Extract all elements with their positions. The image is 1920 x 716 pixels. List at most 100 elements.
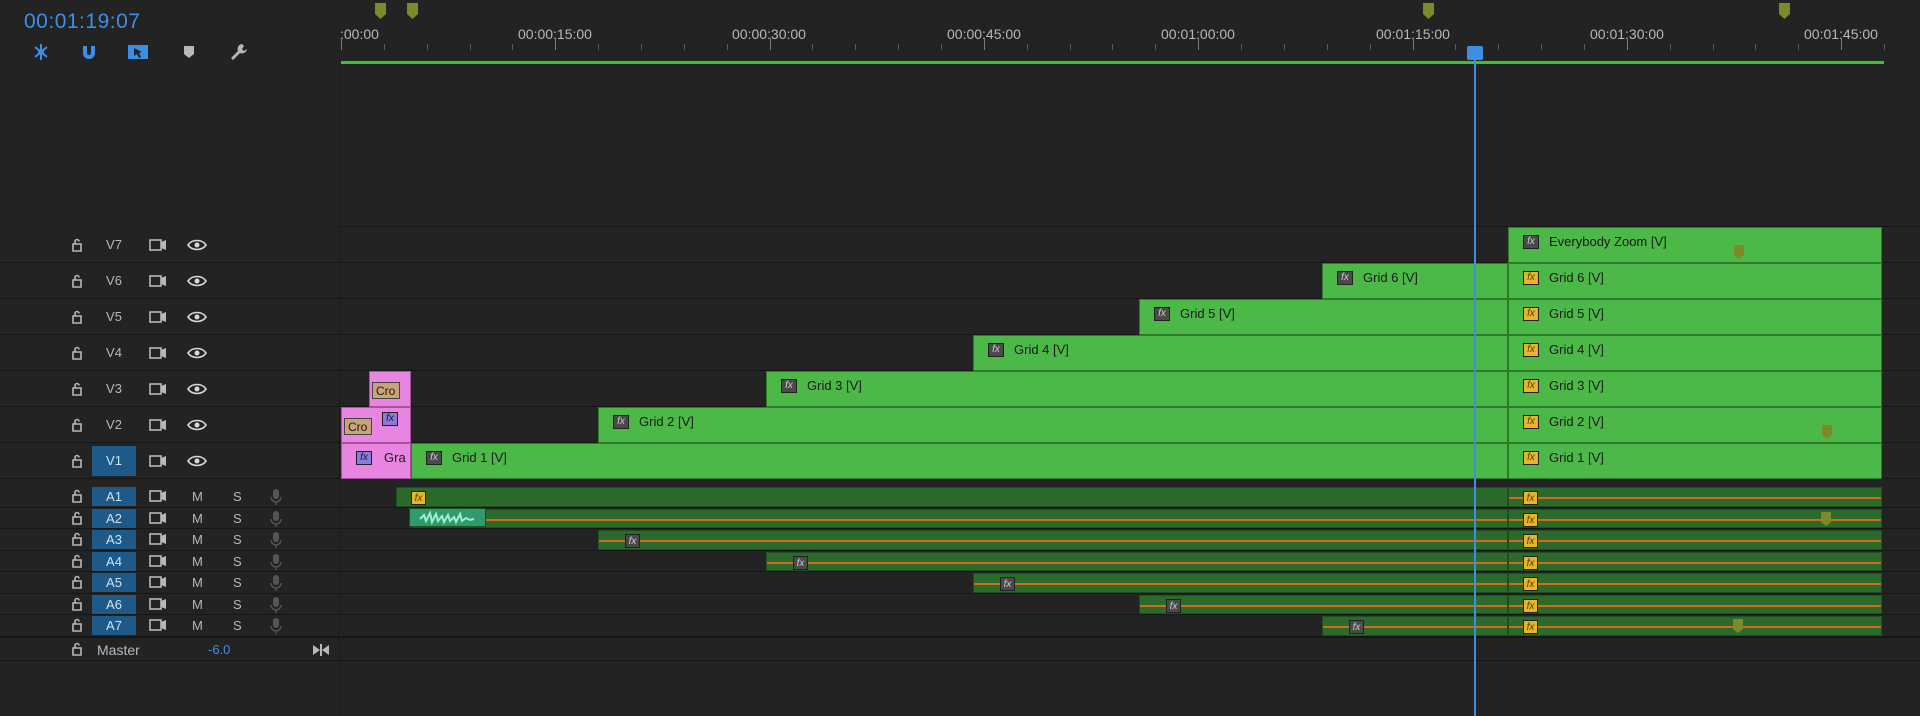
sync-lock-icon[interactable] bbox=[148, 511, 168, 525]
track-header-v5[interactable]: V5 bbox=[0, 299, 340, 335]
mute-button[interactable]: M bbox=[192, 575, 203, 590]
lock-icon[interactable] bbox=[70, 310, 84, 324]
audio-clip[interactable]: fx bbox=[598, 530, 1508, 550]
volume-line[interactable] bbox=[1509, 604, 1881, 607]
fx-badge[interactable]: fx bbox=[1523, 512, 1538, 527]
microphone-icon[interactable] bbox=[270, 510, 282, 528]
fx-badge[interactable]: fx bbox=[1523, 620, 1538, 634]
track-lane-master[interactable] bbox=[341, 637, 1920, 661]
fx-badge[interactable]: fx bbox=[1523, 577, 1538, 591]
playhead-timecode[interactable]: 00:01:19:07 bbox=[24, 10, 141, 33]
sync-lock-icon[interactable] bbox=[148, 618, 168, 632]
audio-clip[interactable]: fx bbox=[973, 573, 1508, 593]
track-name[interactable]: A2 bbox=[92, 508, 136, 528]
video-clip[interactable]: fx Grid 2 [V] bbox=[598, 407, 1508, 443]
eye-icon[interactable] bbox=[187, 382, 207, 396]
video-clip[interactable]: fx Grid 3 [V] bbox=[766, 371, 1508, 407]
track-lane-v5[interactable] bbox=[341, 299, 1920, 335]
audio-clip[interactable]: fx bbox=[1508, 573, 1882, 593]
lock-icon[interactable] bbox=[70, 346, 84, 360]
volume-line[interactable] bbox=[1140, 604, 1507, 607]
microphone-icon[interactable] bbox=[270, 488, 282, 506]
volume-line[interactable] bbox=[1323, 626, 1507, 628]
magnet-icon[interactable] bbox=[76, 40, 102, 64]
volume-line[interactable] bbox=[974, 583, 1507, 585]
fx-badge[interactable]: fx bbox=[1523, 534, 1538, 548]
sync-lock-icon[interactable] bbox=[148, 274, 168, 288]
wrench-icon[interactable] bbox=[226, 40, 252, 64]
track-lane-a1[interactable] bbox=[341, 486, 1920, 508]
video-clip[interactable]: fx Grid 6 [V] bbox=[1508, 263, 1882, 299]
timeline-tracks[interactable]: fx Everybody Zoom [V] fx Grid 6 [V] fx G… bbox=[341, 68, 1920, 716]
track-lane-a4[interactable] bbox=[341, 551, 1920, 572]
eye-icon[interactable] bbox=[187, 238, 207, 252]
lock-icon[interactable] bbox=[70, 418, 84, 432]
audio-clip[interactable]: fx bbox=[396, 487, 1508, 507]
solo-button[interactable]: S bbox=[233, 489, 242, 504]
track-lane-v7[interactable] bbox=[341, 227, 1920, 263]
mute-button[interactable]: M bbox=[192, 596, 203, 612]
sync-lock-icon[interactable] bbox=[148, 554, 168, 568]
fx-badge[interactable]: fx bbox=[1523, 491, 1538, 505]
sync-lock-icon[interactable] bbox=[148, 454, 168, 468]
fx-badge[interactable]: fx bbox=[1523, 271, 1539, 285]
mute-button[interactable]: M bbox=[192, 489, 203, 504]
volume-line[interactable] bbox=[767, 561, 1507, 564]
volume-line[interactable] bbox=[599, 540, 1507, 542]
track-name-active[interactable]: V1 bbox=[92, 446, 136, 476]
track-lane-a7[interactable] bbox=[341, 615, 1920, 637]
go-to-end-icon[interactable] bbox=[312, 644, 330, 656]
audio-clip[interactable]: fx bbox=[1139, 594, 1508, 614]
audio-clip[interactable]: fx bbox=[1508, 487, 1882, 507]
volume-line[interactable] bbox=[1509, 497, 1881, 499]
sync-lock-icon[interactable] bbox=[148, 575, 168, 589]
ruler-marker[interactable] bbox=[375, 3, 386, 19]
microphone-icon[interactable] bbox=[270, 531, 282, 549]
track-header-a2[interactable]: A2 M S bbox=[0, 508, 340, 529]
video-clip[interactable]: fx Grid 1 [V] bbox=[411, 443, 1508, 479]
fx-badge[interactable]: fx bbox=[988, 343, 1004, 357]
track-header-v3[interactable]: V3 bbox=[0, 371, 340, 407]
track-header-a4[interactable]: A4 M S bbox=[0, 551, 340, 572]
linked-selection-icon[interactable] bbox=[125, 40, 151, 64]
ripple-snap-icon[interactable] bbox=[28, 40, 54, 64]
lock-icon[interactable] bbox=[70, 489, 84, 503]
video-clip[interactable]: fx Grid 4 [V] bbox=[973, 335, 1508, 371]
track-lane-a5[interactable] bbox=[341, 572, 1920, 594]
lock-icon[interactable] bbox=[70, 642, 84, 656]
video-clip[interactable]: fx Grid 3 [V] bbox=[1508, 371, 1882, 407]
sync-lock-icon[interactable] bbox=[148, 382, 168, 396]
lock-icon[interactable] bbox=[70, 274, 84, 288]
fx-badge[interactable]: fx bbox=[1523, 379, 1539, 393]
video-clip[interactable]: fx Grid 5 [V] bbox=[1139, 299, 1508, 335]
track-name[interactable]: A3 bbox=[92, 530, 136, 549]
fx-badge[interactable]: fx bbox=[613, 415, 629, 429]
fx-badge[interactable]: fx bbox=[1523, 415, 1539, 429]
playhead-handle[interactable] bbox=[1467, 46, 1483, 60]
lock-icon[interactable] bbox=[70, 575, 84, 589]
track-name[interactable]: A6 bbox=[92, 594, 136, 614]
audio-clip[interactable]: fx bbox=[1508, 616, 1882, 636]
track-name[interactable]: A5 bbox=[92, 573, 136, 592]
fx-badge[interactable]: fx bbox=[1337, 271, 1353, 285]
video-clip[interactable]: Cro fx bbox=[341, 407, 411, 443]
sync-lock-icon[interactable] bbox=[148, 418, 168, 432]
volume-line[interactable] bbox=[1509, 626, 1881, 628]
solo-button[interactable]: S bbox=[233, 510, 242, 526]
track-header-a6[interactable]: A6 M S bbox=[0, 594, 340, 615]
fx-badge[interactable]: fx bbox=[1523, 235, 1539, 249]
volume-line[interactable] bbox=[412, 518, 1507, 521]
clip-marker[interactable] bbox=[1733, 619, 1743, 633]
fx-badge[interactable]: fx bbox=[781, 379, 797, 393]
fx-badge[interactable]: fx bbox=[382, 412, 398, 426]
microphone-icon[interactable] bbox=[270, 617, 282, 635]
solo-button[interactable]: S bbox=[233, 553, 242, 569]
track-header-v2[interactable]: V2 bbox=[0, 407, 340, 443]
fx-badge[interactable]: fx bbox=[1154, 307, 1170, 321]
fx-badge[interactable]: fx bbox=[1166, 598, 1181, 613]
fx-badge[interactable]: fx bbox=[793, 555, 808, 570]
master-volume[interactable]: -6.0 bbox=[208, 642, 231, 657]
video-clip[interactable]: fx Everybody Zoom [V] bbox=[1508, 227, 1882, 263]
audio-clip[interactable]: fx bbox=[766, 551, 1508, 571]
sync-lock-icon[interactable] bbox=[148, 238, 168, 252]
